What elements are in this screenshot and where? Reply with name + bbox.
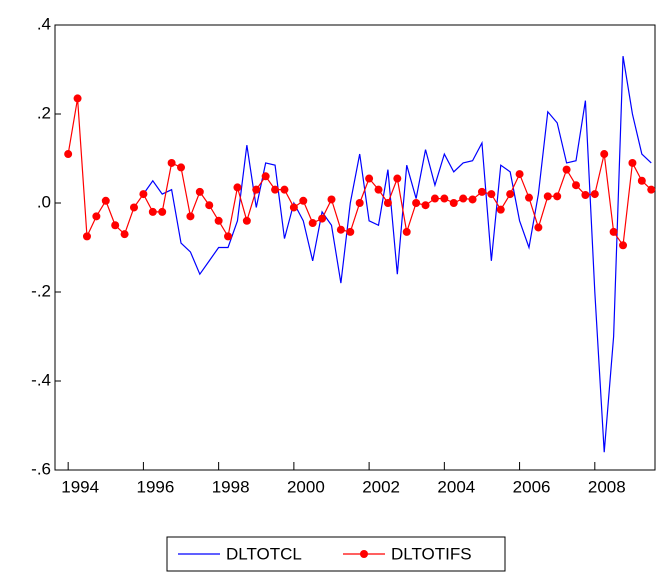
point [327,195,336,204]
legend-label: DLTOTCL [226,544,302,563]
point [421,201,430,210]
point [449,199,458,207]
point [430,194,439,203]
y-tick-label: .4 [37,14,51,33]
point [496,205,505,214]
x-tick-label: 2008 [588,477,626,496]
point [299,196,308,205]
point [609,227,618,236]
point [64,150,73,159]
point [600,150,609,159]
point [515,170,524,179]
point [92,212,101,221]
point [195,187,204,196]
point [289,203,298,212]
point [440,194,449,203]
point [468,195,477,204]
point [252,185,261,194]
point [553,192,562,201]
point [82,232,91,241]
point [280,185,289,194]
legend-marker [360,550,368,558]
point [647,185,656,194]
point [336,225,345,234]
point [73,94,82,103]
point [233,183,242,192]
x-tick-label: 2006 [513,477,551,496]
point [111,221,120,230]
point [534,223,543,232]
point [477,187,486,196]
x-tick-label: 2004 [437,477,475,496]
point [572,181,581,190]
x-tick-label: 1994 [61,477,99,496]
point [205,201,214,210]
legend-label: DLTOTIFS [391,544,472,563]
point [383,199,392,207]
point [581,190,590,199]
point [214,216,223,225]
point [487,190,496,199]
y-tick-label: -.2 [31,281,51,300]
plot-frame [54,24,656,471]
point [402,227,411,236]
point [177,163,186,172]
point [242,216,251,225]
point [524,193,533,202]
point [628,158,637,167]
y-tick-label: .2 [37,103,51,122]
y-tick-label: -.4 [31,370,51,389]
y-tick-label: -.6 [31,459,51,478]
point [543,192,552,201]
point [139,190,148,199]
point [619,241,628,250]
point [261,172,270,181]
legend-box [166,536,506,572]
x-tick-label: 2000 [287,477,325,496]
point [101,196,110,205]
point [637,176,646,185]
point [393,174,402,183]
point [459,194,468,203]
point [271,185,280,194]
point [158,207,167,216]
point [186,212,195,221]
point [506,190,515,199]
point [129,203,138,212]
point [562,165,571,174]
point [120,230,129,239]
point [374,185,383,194]
point [355,199,364,207]
point [318,214,327,223]
point [148,207,157,216]
point [365,174,374,183]
y-tick-label: .0 [37,192,51,211]
x-tick-label: 1996 [136,477,174,496]
point [412,199,421,207]
point [346,227,355,236]
point [308,219,317,228]
x-tick-label: 1998 [212,477,250,496]
series-line [142,56,652,453]
point [167,158,176,167]
point [224,232,233,241]
x-tick-label: 2002 [362,477,400,496]
point [590,190,599,199]
